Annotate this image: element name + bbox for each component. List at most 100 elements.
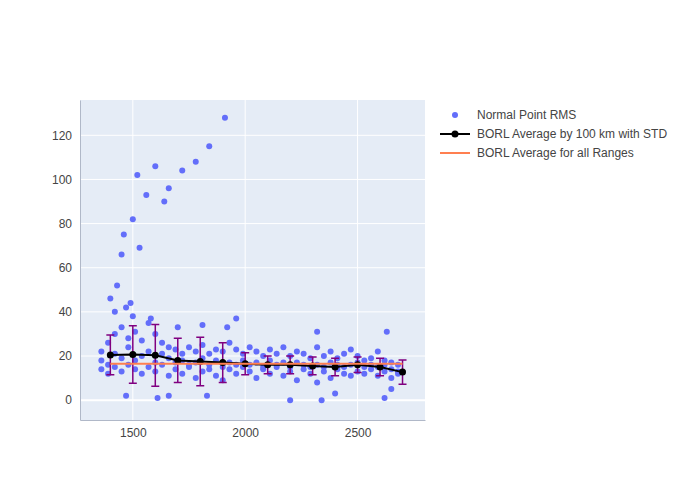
point bbox=[341, 351, 347, 357]
point bbox=[226, 366, 232, 372]
point bbox=[199, 322, 205, 328]
plot-background bbox=[80, 100, 425, 420]
x-axis: 1500 2000 2500 bbox=[81, 420, 426, 440]
point bbox=[137, 245, 143, 251]
point bbox=[119, 368, 125, 374]
y-axis: 020406080100120 bbox=[52, 101, 81, 421]
grid-line bbox=[80, 267, 425, 268]
point bbox=[314, 379, 320, 385]
legend-symbol bbox=[452, 131, 459, 138]
point bbox=[143, 192, 149, 198]
tick-label: 20 bbox=[59, 349, 73, 363]
legend-symbol bbox=[452, 112, 458, 118]
legend-symbol bbox=[440, 152, 470, 154]
point bbox=[146, 320, 152, 326]
point bbox=[301, 351, 307, 357]
point bbox=[166, 185, 172, 191]
point bbox=[193, 349, 199, 355]
point bbox=[146, 364, 152, 370]
error-bar bbox=[174, 338, 182, 382]
point bbox=[247, 344, 253, 350]
point bbox=[224, 324, 230, 330]
point bbox=[274, 351, 280, 357]
point bbox=[161, 199, 167, 205]
line bbox=[110, 363, 402, 365]
chart: 150020002500020406080100120Normal Point … bbox=[0, 0, 700, 500]
point bbox=[319, 397, 325, 403]
marker bbox=[219, 359, 226, 366]
point bbox=[280, 344, 286, 350]
plot-area bbox=[98, 115, 406, 403]
point bbox=[253, 349, 259, 355]
point bbox=[287, 397, 293, 403]
error-bar bbox=[354, 357, 362, 372]
tick-label: 2000 bbox=[232, 426, 259, 440]
tick: 100 bbox=[52, 173, 80, 187]
point bbox=[121, 232, 127, 238]
point bbox=[294, 349, 300, 355]
point bbox=[348, 373, 354, 379]
tick: 80 bbox=[59, 217, 80, 231]
legend-label: Normal Point RMS bbox=[477, 108, 576, 122]
marker bbox=[129, 351, 136, 358]
error-bar bbox=[196, 337, 204, 386]
point bbox=[114, 282, 120, 288]
legend-item: BORL Average for all Ranges bbox=[440, 146, 634, 160]
point bbox=[139, 371, 145, 377]
point bbox=[123, 393, 129, 399]
marker bbox=[152, 352, 159, 359]
point bbox=[186, 344, 192, 350]
error-bar bbox=[129, 326, 137, 383]
point bbox=[98, 366, 104, 372]
point bbox=[314, 329, 320, 335]
point bbox=[321, 353, 327, 359]
point bbox=[226, 340, 232, 346]
grid-line bbox=[80, 311, 425, 312]
tick: 2500 bbox=[345, 420, 372, 440]
tick-label: 40 bbox=[59, 305, 73, 319]
point bbox=[155, 395, 161, 401]
tick: 0 bbox=[65, 393, 80, 407]
point bbox=[98, 357, 104, 363]
point bbox=[253, 375, 259, 381]
point bbox=[125, 335, 131, 341]
tick: 2000 bbox=[232, 420, 259, 440]
legend-item: Normal Point RMS bbox=[452, 108, 576, 122]
marker bbox=[354, 361, 361, 368]
tick-label: 1500 bbox=[120, 426, 147, 440]
tick-label: 60 bbox=[59, 261, 73, 275]
grid-line bbox=[80, 399, 425, 401]
error-bar bbox=[151, 324, 159, 386]
legend-item: BORL Average by 100 km with STD bbox=[440, 127, 667, 141]
point bbox=[294, 377, 300, 383]
axis-line bbox=[80, 101, 81, 421]
point bbox=[152, 163, 158, 169]
point bbox=[146, 349, 152, 355]
error-bar bbox=[286, 356, 294, 374]
point bbox=[166, 393, 172, 399]
point bbox=[119, 251, 125, 257]
point bbox=[130, 313, 136, 319]
point bbox=[382, 395, 388, 401]
point bbox=[193, 375, 199, 381]
marker bbox=[264, 361, 271, 368]
grid-line bbox=[80, 179, 425, 180]
point bbox=[213, 346, 219, 352]
point bbox=[139, 338, 145, 344]
point bbox=[112, 331, 118, 337]
tick-label: 80 bbox=[59, 217, 73, 231]
legend-label: BORL Average by 100 km with STD bbox=[477, 127, 667, 141]
point bbox=[134, 172, 140, 178]
point bbox=[179, 371, 185, 377]
point bbox=[193, 159, 199, 165]
point bbox=[119, 355, 125, 361]
error-bar bbox=[264, 356, 272, 374]
point bbox=[388, 375, 394, 381]
point bbox=[179, 351, 185, 357]
point bbox=[388, 386, 394, 392]
point bbox=[341, 371, 347, 377]
point bbox=[280, 373, 286, 379]
point bbox=[206, 143, 212, 149]
point bbox=[130, 216, 136, 222]
point bbox=[206, 351, 212, 357]
